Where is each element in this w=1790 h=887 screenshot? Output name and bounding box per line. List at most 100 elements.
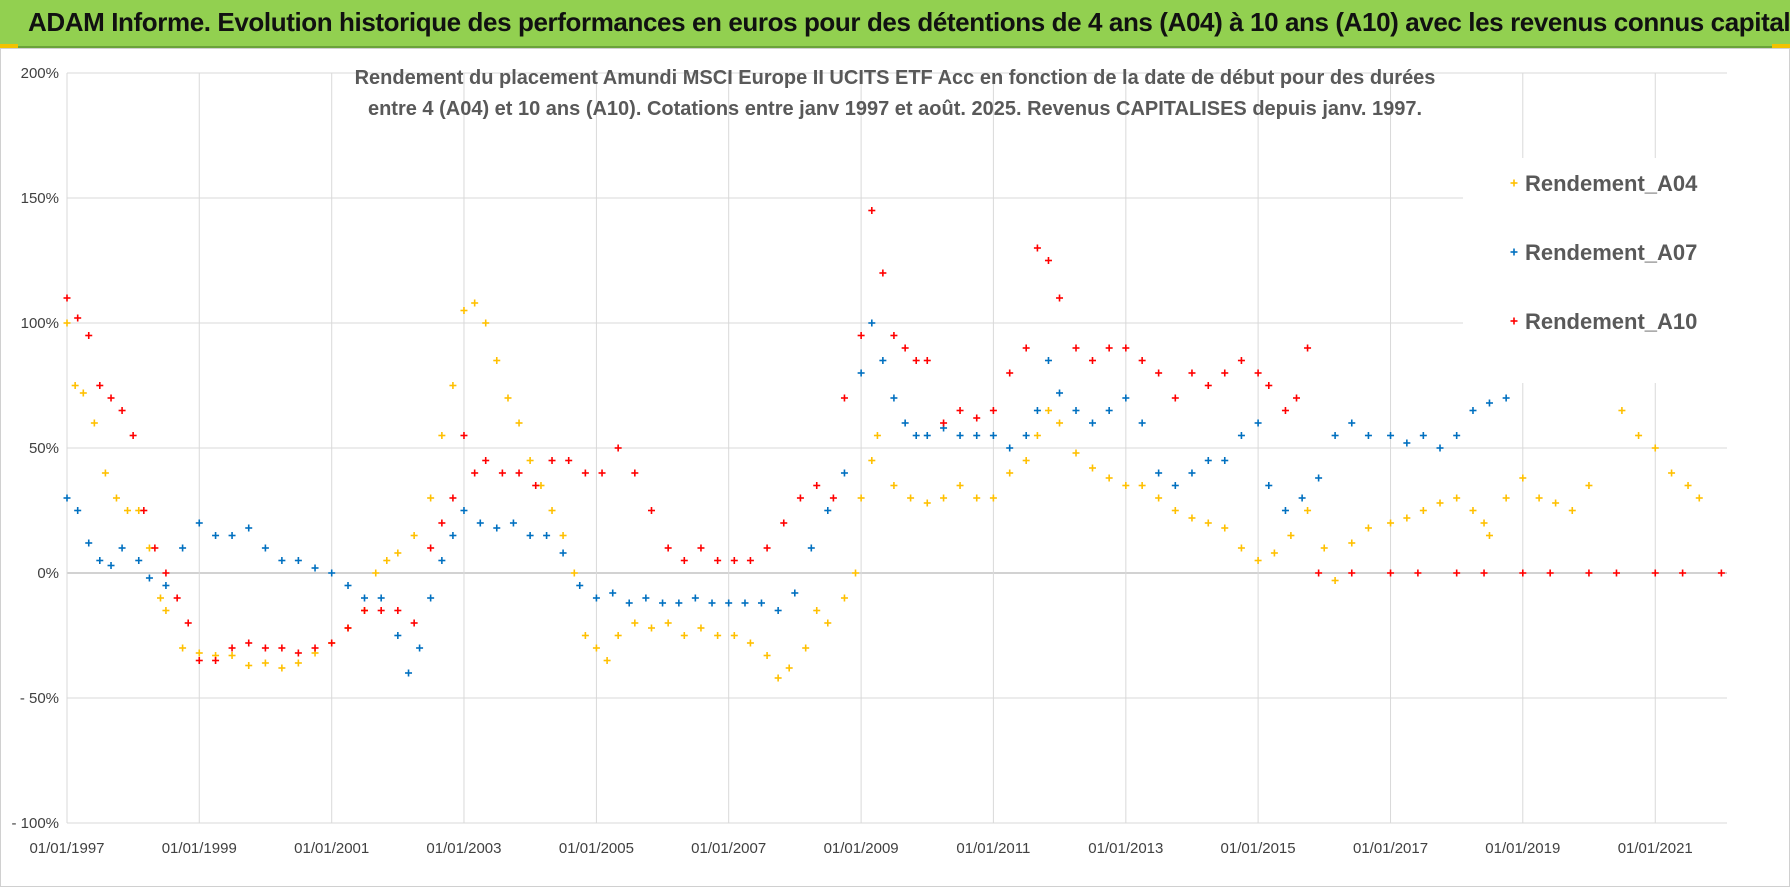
x-tick-label: 01/01/2005 (559, 840, 634, 857)
data-point (940, 419, 948, 427)
legend-item: Rendement_A04 (1510, 171, 1698, 196)
data-point (912, 432, 920, 439)
data-point (741, 599, 749, 607)
data-point (1221, 524, 1229, 532)
x-tick-label: 01/01/2011 (956, 840, 1030, 857)
data-point (647, 624, 655, 632)
data-point (526, 457, 534, 464)
data-point (1635, 432, 1643, 439)
data-point (956, 482, 964, 489)
data-point (879, 269, 887, 277)
data-point (1585, 482, 1593, 489)
data-point (1348, 569, 1356, 577)
data-point (746, 557, 754, 564)
data-point (774, 674, 782, 682)
data-point (1453, 494, 1461, 502)
data-point (642, 594, 650, 602)
data-point (1387, 519, 1395, 527)
data-point (664, 619, 672, 627)
data-point (890, 394, 898, 402)
data-point (1304, 344, 1312, 352)
y-tick-label: - 50% (20, 690, 59, 707)
data-point (410, 619, 418, 627)
data-point (471, 299, 479, 307)
data-point (85, 332, 93, 339)
data-point (383, 557, 391, 564)
data-point (63, 494, 71, 502)
scatter-chart: 200%150%100%50%0%- 50%- 100% 01/01/1997 0… (11, 65, 1738, 857)
data-point (852, 569, 860, 577)
data-point (1651, 569, 1659, 577)
x-tick-label: 01/01/2009 (824, 840, 899, 857)
data-point (1022, 432, 1030, 439)
data-point (1298, 494, 1306, 502)
data-point (195, 657, 203, 664)
data-point (785, 664, 793, 672)
data-point (1188, 369, 1196, 377)
data-point (1088, 419, 1096, 427)
data-point (1072, 344, 1080, 352)
data-point (763, 652, 771, 659)
data-point (1237, 544, 1245, 552)
data-point (96, 382, 104, 389)
data-point (1485, 532, 1493, 539)
data-point (840, 394, 848, 402)
data-point (107, 562, 115, 569)
data-point (1331, 432, 1339, 439)
data-point (261, 544, 269, 552)
legend: Rendement_A04 Rendement_A07 Rendement_A10 (1463, 158, 1738, 383)
data-point (697, 544, 705, 552)
data-point (714, 557, 722, 564)
data-point (659, 599, 667, 607)
data-point (372, 569, 380, 577)
data-point (311, 644, 319, 652)
data-point (1254, 419, 1262, 427)
data-point (526, 532, 534, 539)
data-point (1265, 382, 1273, 389)
data-point (107, 394, 115, 402)
data-point (1056, 419, 1064, 427)
data-point (1033, 432, 1041, 439)
data-point (956, 407, 964, 414)
x-tick-label: 01/01/2007 (691, 840, 766, 857)
data-point (498, 469, 506, 477)
y-tick-label: 100% (21, 315, 59, 332)
legend-item: Rendement_A10 (1510, 309, 1697, 334)
data-point (118, 544, 126, 552)
data-point (1204, 519, 1212, 527)
data-point (1320, 544, 1328, 552)
data-point (973, 414, 981, 422)
data-point (361, 607, 369, 614)
data-point (278, 644, 286, 652)
data-point (973, 432, 981, 439)
data-point (228, 532, 236, 539)
data-point (195, 519, 203, 527)
data-point (278, 557, 286, 564)
data-point (493, 357, 501, 364)
data-point (71, 382, 79, 389)
data-point (603, 657, 611, 664)
data-point (460, 307, 468, 314)
data-point (1419, 432, 1427, 439)
data-point (1056, 294, 1064, 302)
data-point (294, 557, 302, 564)
data-point (427, 544, 435, 552)
data-point (780, 519, 788, 527)
data-point (989, 494, 997, 502)
data-point (923, 432, 931, 439)
y-tick-label: 150% (21, 190, 59, 207)
data-point (405, 669, 413, 677)
data-point (857, 332, 865, 339)
data-point (647, 507, 655, 514)
data-point (548, 457, 556, 464)
data-point (1044, 257, 1052, 264)
x-tick-label: 01/01/2015 (1221, 840, 1296, 857)
data-point (1138, 482, 1146, 489)
data-point (74, 314, 82, 322)
data-point (868, 457, 876, 464)
data-point (344, 624, 352, 632)
data-point (1204, 382, 1212, 389)
data-point (879, 357, 887, 364)
data-point (1469, 407, 1477, 414)
data-point (1403, 514, 1411, 522)
